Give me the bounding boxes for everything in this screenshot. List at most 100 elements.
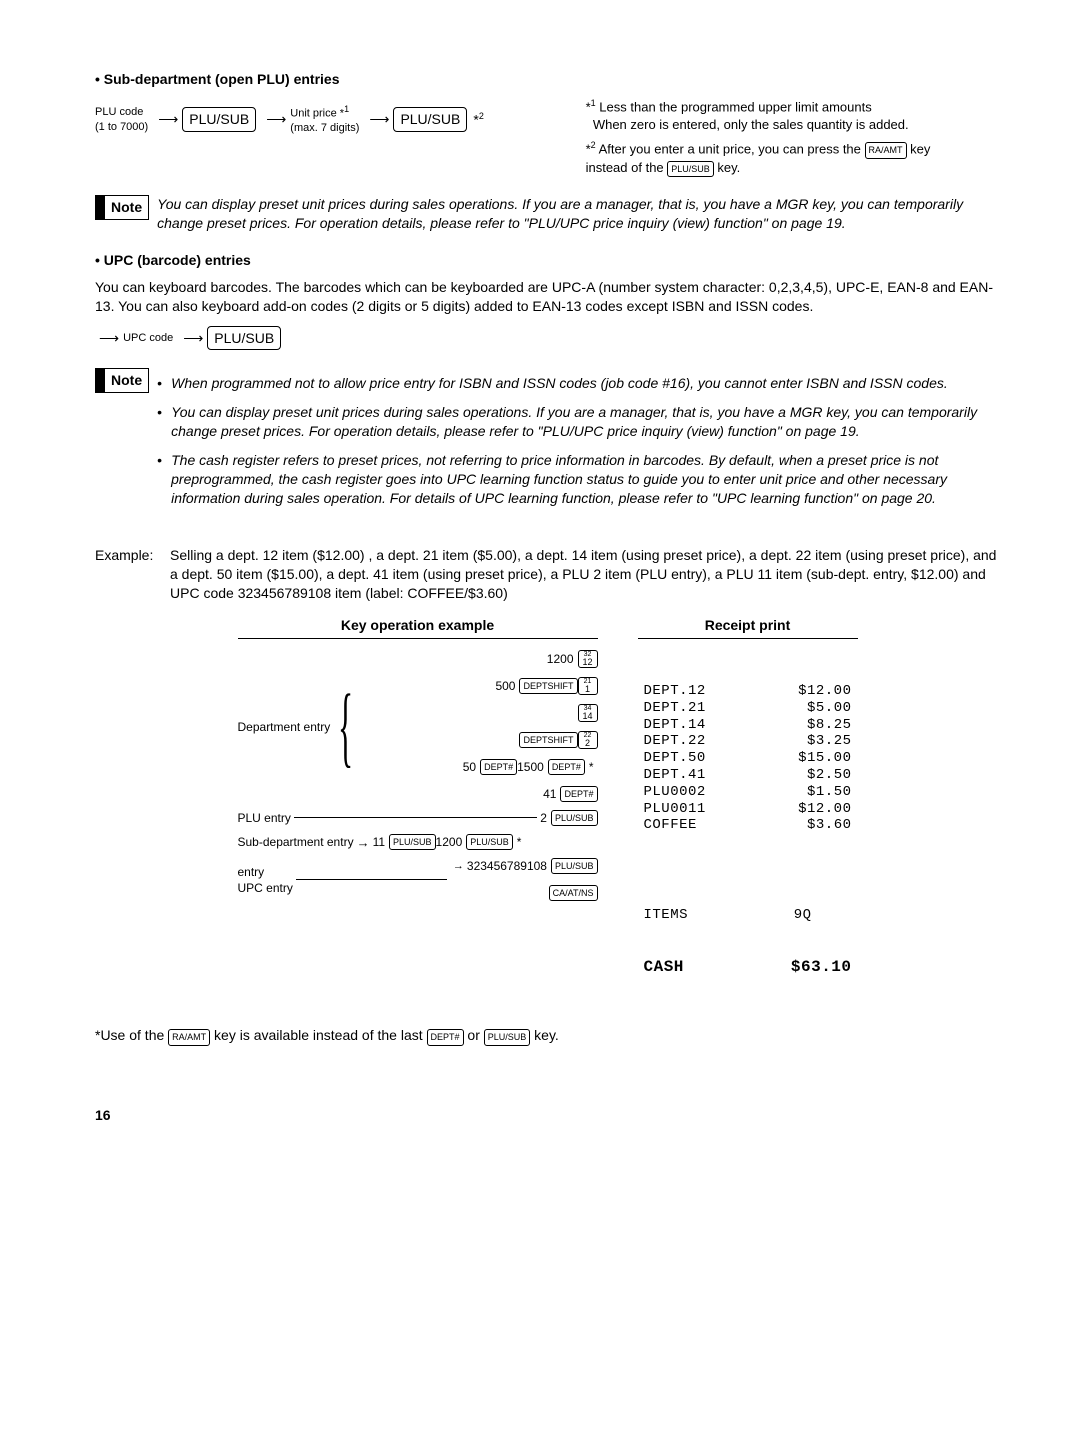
raamt-key: RA/AMT [865,142,907,159]
deptshift-key: DEPTSHIFT [519,678,577,694]
keyop-r1: 1200 3212 [355,649,597,669]
note2-b3: The cash register refers to preset price… [157,451,1000,508]
sn1-l2: When zero is entered, only the sales qua… [593,117,909,132]
plusub-key-3: PLU/SUB [207,326,281,351]
arrow-icon: ⟶ [99,329,119,348]
plu-entry-row: PLU entry 2 PLU/SUB [238,806,598,830]
r3b: 14 [582,712,592,721]
upc-entry-label: UPC entry [238,880,293,896]
deptshift-key-2: DEPTSHIFT [519,732,577,748]
fn-pre: *Use of the [95,1027,168,1043]
plusub-key-6: PLU/SUB [466,834,513,850]
dept-key-2: 222 [578,731,598,749]
note-badge: Note [95,195,149,220]
sn2-ta: After you enter a unit price, you can pr… [599,141,865,156]
r5n1: 50 [463,759,476,775]
flow1: PLU code (1 to 7000) ⟶ PLU/SUB ⟶ Unit pr… [95,103,566,136]
star2: *2 [473,110,483,130]
flow1-container: PLU code (1 to 7000) ⟶ PLU/SUB ⟶ Unit pr… [95,97,1000,177]
plu-code-sub: (1 to 7000) [95,120,148,135]
fn-raamt: RA/AMT [168,1029,210,1045]
unit-price-text: Unit price * [290,108,344,120]
arrow-icon: ⟶ [266,110,286,129]
unit-price-block: Unit price *1 (max. 7 digits) [290,103,359,136]
connector-line [294,817,537,819]
cash-label: CASH [644,958,684,977]
caatns-key: CA/AT/NS [549,885,598,901]
keyop-r5: 50 DEPT# 1500 DEPT# * [355,757,597,777]
unit-price-sub: (max. 7 digits) [290,121,359,136]
note-badge: Note [95,368,149,393]
dept-entry-label: Department entry [238,719,331,735]
plusub-key-5: PLU/SUB [389,834,436,850]
plu-code-block: PLU code (1 to 7000) [95,105,148,135]
plu-code-label: PLU code [95,105,148,120]
keyop-r3: 3414 [355,703,597,723]
sn2-sup: 2 [591,140,596,150]
r9n: 323456789108 [467,858,547,874]
deptnum-key-2: DEPT# [548,759,585,775]
flow1-sidenotes: *1 Less than the programmed upper limit … [586,97,966,177]
r7n: 2 [540,810,547,826]
r8star: * [517,834,522,850]
r6n: 41 [543,786,556,802]
keyop-r2: 500 DEPTSHIFT 211 [355,676,597,696]
items-val: 9Q [794,907,852,924]
dept-key-12: 3212 [578,650,598,668]
plusub-key-4: PLU/SUB [551,810,598,826]
example-block: Example: Selling a dept. 12 item ($12.00… [95,546,1000,603]
fn-mid2: or [464,1027,484,1043]
r8n1: 11 [373,834,385,850]
sidenote-2: *2 After you enter a unit price, you can… [586,139,966,178]
arrow-icon: ⟶ [369,110,389,129]
footnote: *Use of the RA/AMT key is available inst… [95,1026,1000,1045]
note2: Note When programmed not to allow price … [95,368,1000,517]
dept-key-1: 211 [578,677,598,695]
receipt-title: Receipt print [638,616,858,639]
r1-num: 1200 [547,651,574,667]
subdept-entry-label: Sub-department entry [238,834,354,850]
sn1-l1: Less than the programmed upper limit amo… [599,99,871,114]
note2-b2: You can display preset unit prices durin… [157,403,1000,441]
plusub-key-sm: PLU/SUB [667,161,714,178]
dept-key-14: 3414 [578,704,598,722]
upc-para: You can keyboard barcodes. The barcodes … [95,278,1000,316]
entry-label-extra: entry [238,864,293,880]
subdept-entry-row: Sub-department entry → 11 PLU/SUB 1200 P… [238,830,598,854]
page-number: 16 [95,1106,1000,1125]
fn-plusub: PLU/SUB [484,1029,531,1045]
flow1-left: PLU code (1 to 7000) ⟶ PLU/SUB ⟶ Unit pr… [95,97,566,146]
receipt-line: COFFEE$3.60 [644,817,852,834]
note2-b1: When programmed not to allow price entry… [157,374,1000,393]
receipt-line: DEPT.41$2.50 [644,767,852,784]
receipt-body: DEPT.12$12.00DEPT.21$5.00DEPT.14$8.25DEP… [638,647,858,1012]
receipt-line: PLU0011$12.00 [644,801,852,818]
upc-heading: • UPC (barcode) entries [95,251,1000,270]
r2b: 1 [585,685,590,694]
plu-entry-label: PLU entry [238,810,291,826]
r4b: 2 [585,739,590,748]
receipt-line: DEPT.14$8.25 [644,717,852,734]
arrow-icon: ⟶ [158,110,178,129]
example-label: Example: [95,546,170,603]
fn-dept: DEPT# [427,1029,464,1045]
r5n2: 1500 [517,759,544,775]
receipt-line: DEPT.21$5.00 [644,700,852,717]
sidenote-1: *1 Less than the programmed upper limit … [586,97,966,135]
receipt-line: DEPT.22$3.25 [644,733,852,750]
sup1: 1 [344,104,349,114]
receipt-line: DEPT.50$15.00 [644,750,852,767]
example-text: Selling a dept. 12 item ($12.00) , a dep… [170,546,1000,603]
keyop-r4: DEPTSHIFT 222 [355,730,597,750]
plusub-key-7: PLU/SUB [551,858,598,874]
note1-text: You can display preset unit prices durin… [157,195,1000,233]
connector-line [296,879,447,881]
cash-val: $63.10 [791,958,852,977]
plusub-key-1: PLU/SUB [182,107,256,132]
receipt-section: Receipt print DEPT.12$12.00DEPT.21$5.00D… [638,616,858,1012]
subdept-heading: • Sub-department (open PLU) entries [95,70,1000,89]
receipt-line: PLU0002$1.50 [644,784,852,801]
arrow-icon: ⟶ [183,329,203,348]
upc-code-label: UPC code [123,331,173,346]
r2-num: 500 [495,678,515,694]
